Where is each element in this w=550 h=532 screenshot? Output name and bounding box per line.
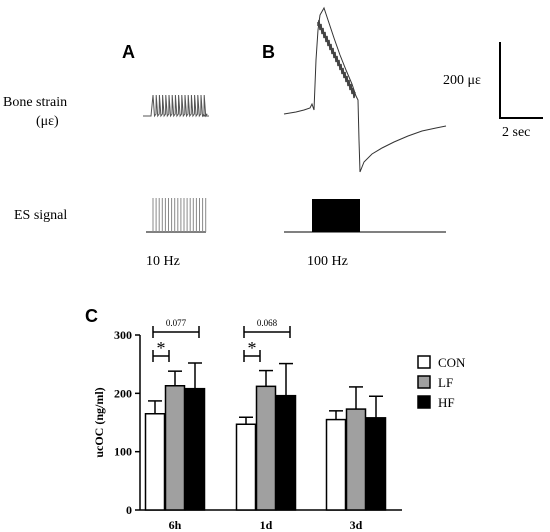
bar <box>345 408 367 511</box>
y-tick-label: 200 <box>114 386 132 400</box>
legend-label: HF <box>438 395 455 410</box>
y-tick-label: 100 <box>114 445 132 459</box>
strain-trace-b-noise <box>317 19 356 99</box>
y-axis-label: ucOC (ng/ml) <box>92 387 106 457</box>
freq-a-label: 10 Hz <box>146 254 180 269</box>
bone-strain-label: Bone strain <box>3 95 67 110</box>
panel-label-c: C <box>85 306 98 326</box>
sig-label: * <box>157 338 166 358</box>
es-pulses-a <box>152 198 207 232</box>
scale-strain-label: 200 με <box>443 73 481 88</box>
es-burst-b <box>312 199 360 232</box>
bar <box>365 417 387 511</box>
panel-label-a: A <box>122 42 135 62</box>
legend-label: LF <box>438 375 453 390</box>
bar <box>184 387 206 511</box>
strain-trace-b <box>283 6 447 173</box>
strain-trace-a-path <box>143 94 209 118</box>
sig-label: 0.068 <box>257 318 278 328</box>
x-tick-label: 1d <box>260 518 273 532</box>
x-tick-label: 3d <box>350 518 363 532</box>
legend-swatch <box>417 355 431 369</box>
sig-label: 0.077 <box>166 318 187 328</box>
y-tick-label: 300 <box>114 328 132 342</box>
es-signal-label: ES signal <box>14 208 67 223</box>
bar <box>325 418 347 511</box>
x-tick-label: 6h <box>169 518 182 532</box>
bar <box>164 385 186 511</box>
legend-label: CON <box>438 355 466 370</box>
legend-swatch <box>417 395 431 409</box>
y-tick-label: 0 <box>126 503 132 517</box>
strain-trace-a <box>143 94 209 118</box>
bar <box>275 394 297 511</box>
bone-strain-unit-label: (με) <box>36 114 59 129</box>
bar <box>255 385 277 511</box>
bar <box>235 423 257 511</box>
scale-time-label: 2 sec <box>502 125 530 140</box>
panel-label-b: B <box>262 42 275 62</box>
legend-swatch <box>417 375 431 389</box>
sig-label: * <box>248 338 257 358</box>
bar <box>144 413 166 511</box>
freq-b-label: 100 Hz <box>307 254 348 269</box>
